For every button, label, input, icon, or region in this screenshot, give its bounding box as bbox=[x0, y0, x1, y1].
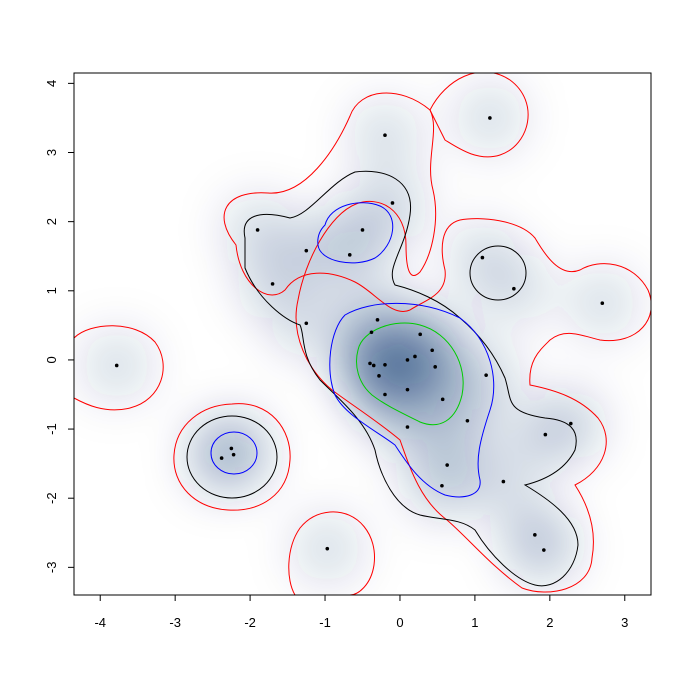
data-points bbox=[114, 116, 605, 552]
data-point bbox=[390, 201, 395, 205]
data-point bbox=[512, 286, 516, 291]
y-tick-label: -1 bbox=[44, 423, 59, 435]
y-tick-label: 0 bbox=[44, 356, 59, 363]
y-tick-label: 3 bbox=[44, 149, 59, 156]
data-point bbox=[383, 392, 387, 397]
density-heatmap bbox=[82, 83, 637, 585]
data-point bbox=[383, 133, 387, 138]
data-point bbox=[231, 452, 236, 457]
data-point bbox=[413, 354, 417, 359]
x-tick-label: 1 bbox=[471, 615, 478, 630]
data-point bbox=[533, 533, 537, 537]
y-tick-label: 1 bbox=[44, 287, 59, 294]
contour-mid-main bbox=[243, 170, 579, 587]
data-point bbox=[377, 374, 381, 378]
data-point bbox=[501, 479, 506, 484]
contour-inner-main bbox=[329, 302, 495, 498]
data-point bbox=[375, 318, 380, 322]
x-tick-label: -4 bbox=[94, 615, 106, 630]
data-point bbox=[488, 116, 492, 120]
x-tick-label: -1 bbox=[319, 615, 331, 630]
y-tick-label: -2 bbox=[44, 492, 59, 504]
data-point bbox=[114, 363, 119, 368]
contour-outer-left bbox=[74, 325, 164, 411]
data-point bbox=[304, 248, 309, 253]
contour-mid-right bbox=[469, 245, 527, 301]
contour-outer-bottom bbox=[288, 511, 375, 595]
contour-peak bbox=[356, 322, 464, 426]
y-tick-label: 4 bbox=[44, 80, 59, 87]
data-point bbox=[418, 332, 423, 337]
x-axis: -4 -3 -2 -1 0 1 2 3 bbox=[94, 595, 628, 630]
data-point bbox=[383, 362, 387, 367]
contour-outer bbox=[223, 92, 651, 593]
data-point bbox=[465, 418, 470, 423]
x-tick-label: 3 bbox=[621, 615, 628, 630]
y-tick-label: -3 bbox=[44, 562, 59, 574]
data-point bbox=[360, 228, 365, 232]
data-point bbox=[440, 483, 444, 488]
contour-outer-top-right bbox=[429, 73, 529, 158]
data-point bbox=[543, 432, 548, 437]
data-point bbox=[542, 548, 546, 552]
data-point bbox=[255, 228, 260, 232]
x-tick-label: 0 bbox=[396, 615, 403, 630]
data-point bbox=[368, 361, 372, 366]
contour-inner-lower-left bbox=[210, 431, 258, 475]
data-point bbox=[229, 446, 234, 451]
data-point bbox=[484, 373, 488, 377]
data-point bbox=[405, 358, 410, 362]
data-point bbox=[430, 348, 434, 353]
data-point bbox=[371, 363, 376, 368]
data-point bbox=[304, 321, 309, 326]
plot-frame bbox=[73, 72, 652, 596]
x-tick-label: 2 bbox=[546, 615, 553, 630]
data-point bbox=[600, 301, 605, 306]
contour-outer-lower-left bbox=[173, 403, 291, 511]
data-point bbox=[347, 253, 352, 257]
data-point bbox=[405, 425, 410, 429]
data-point bbox=[480, 255, 485, 260]
data-point bbox=[369, 330, 374, 335]
density-contours bbox=[74, 73, 651, 595]
x-tick-label: -3 bbox=[169, 615, 181, 630]
data-point bbox=[433, 365, 437, 369]
y-tick-label: 2 bbox=[44, 218, 59, 225]
x-tick-label: -2 bbox=[244, 615, 256, 630]
data-point bbox=[325, 546, 330, 551]
data-point bbox=[270, 282, 275, 286]
contour-inner-top bbox=[317, 202, 394, 264]
y-axis: -3 -2 -1 0 1 2 3 4 bbox=[44, 80, 74, 573]
contour-mid-lower-left bbox=[186, 415, 278, 499]
data-point bbox=[440, 397, 445, 402]
data-point bbox=[405, 387, 410, 392]
data-point bbox=[569, 421, 573, 426]
data-point bbox=[219, 456, 224, 460]
data-point bbox=[445, 463, 449, 467]
